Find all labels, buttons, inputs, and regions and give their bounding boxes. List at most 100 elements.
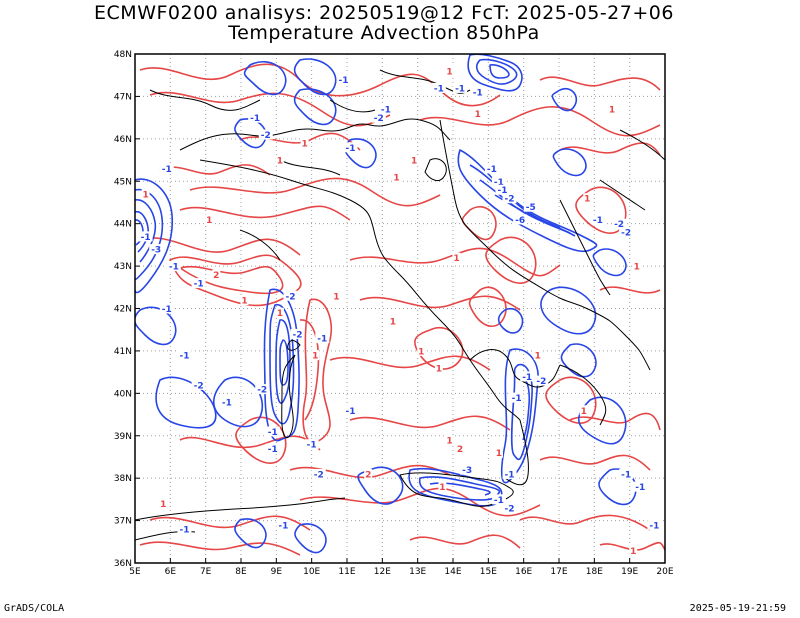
contour-label: -1 xyxy=(381,106,391,116)
lon-tick-label: 12E xyxy=(374,567,391,577)
contour-label: 2 xyxy=(365,470,371,480)
contour-label: -1 xyxy=(141,233,151,243)
contour-label: -1 xyxy=(505,470,515,480)
contour-label: -1 xyxy=(338,76,348,86)
contour-label: -1 xyxy=(593,216,603,226)
contour-label: 1 xyxy=(634,263,640,273)
contour-label: -1 xyxy=(179,526,189,536)
contour-label-bg xyxy=(473,108,482,119)
contour-label: 2 xyxy=(457,445,463,455)
contour-label: -1 xyxy=(307,441,317,451)
contour-label: -1 xyxy=(268,428,278,438)
lon-tick-label: 13E xyxy=(409,567,426,577)
contour-label: -1 xyxy=(346,144,356,154)
contour-label: -1 xyxy=(649,521,659,531)
contour-label-bg xyxy=(460,464,475,475)
contour-label: 1 xyxy=(446,67,452,77)
lon-tick-label: 6E xyxy=(165,567,177,577)
lon-tick-label: 15E xyxy=(480,567,497,577)
contour-label-layer: 1-11-1-211-1-1-2-1-11-11-1-1-1-1-2-6-511… xyxy=(138,65,662,557)
lon-tick-label: 20E xyxy=(656,567,673,577)
contour-label-bg xyxy=(438,481,447,492)
contour-label: 1 xyxy=(453,254,459,264)
contour-label-bg xyxy=(502,502,517,513)
contour-label-bg xyxy=(434,362,443,373)
contour-label-bg xyxy=(534,375,549,386)
lon-tick-label: 7E xyxy=(200,567,212,577)
contour-label: -2 xyxy=(314,470,324,480)
contour-label-bg xyxy=(388,316,397,327)
contour-label-bg xyxy=(300,138,309,149)
contour-label: -1 xyxy=(169,263,179,273)
contour-label: 1 xyxy=(584,195,590,205)
lat-tick-label: 38N xyxy=(114,474,132,484)
contour-label-bg xyxy=(276,519,291,530)
contour-label-bg xyxy=(177,524,192,535)
contour-label: 1 xyxy=(277,157,283,167)
contour-label: -2 xyxy=(536,377,546,387)
negative-advection-contours xyxy=(135,54,637,554)
contour-label-bg xyxy=(311,468,326,479)
contour-label-bg xyxy=(619,468,634,479)
contour-label-bg xyxy=(612,218,627,229)
contour-label-bg xyxy=(371,112,386,123)
lat-tick-label: 46N xyxy=(114,135,132,145)
contour-label: -2 xyxy=(261,131,271,141)
contour-label: -1 xyxy=(162,305,172,315)
contour-label-bg xyxy=(431,82,446,93)
contour-label-bg xyxy=(258,129,273,140)
contour-label-bg xyxy=(159,303,174,314)
contour-label: 1 xyxy=(475,110,481,120)
contour-label-bg xyxy=(275,155,284,166)
contour-label-bg xyxy=(304,439,319,450)
contour-label: -2 xyxy=(374,114,384,124)
contour-label: -1 xyxy=(346,407,356,417)
software-credit: GrADS/COLA xyxy=(4,603,65,614)
lon-tick-label: 17E xyxy=(550,567,567,577)
contour-label-bg xyxy=(343,405,358,416)
contour-label-bg xyxy=(265,426,280,437)
contour-label-bg xyxy=(502,468,517,479)
contour-label-bg xyxy=(456,443,465,454)
contour-label-bg xyxy=(219,396,234,407)
contour-label-bg xyxy=(453,82,468,93)
contour-label: -1 xyxy=(179,352,189,362)
positive-advection-contours xyxy=(139,63,665,556)
contour-label: -6 xyxy=(515,216,525,226)
contour-label: -1 xyxy=(522,373,532,383)
contour-label: -1 xyxy=(434,84,444,94)
contour-label: -5 xyxy=(526,203,536,213)
render-timestamp: 2025-05-19-21:59 xyxy=(689,603,786,614)
lon-tick-label: 16E xyxy=(515,567,532,577)
contour-label: -2 xyxy=(285,292,295,302)
contour-label: -3 xyxy=(151,246,161,256)
contour-label-bg xyxy=(491,494,506,505)
contour-label: 1 xyxy=(142,190,148,200)
contour-label-bg xyxy=(417,345,426,356)
contour-label-bg xyxy=(166,261,181,272)
contour-label-bg xyxy=(590,214,605,225)
contour-label: 2 xyxy=(213,271,219,281)
contour-label: 1 xyxy=(436,364,442,374)
contour-label-bg xyxy=(212,269,221,280)
lat-tick-label: 40N xyxy=(114,389,132,399)
lon-tick-label: 11E xyxy=(338,567,355,577)
contour-label: 1 xyxy=(277,309,283,319)
contour-label-bg xyxy=(332,290,341,301)
contour-label-bg xyxy=(149,244,164,255)
contour-label-bg xyxy=(248,112,263,123)
contour-label: -1 xyxy=(250,114,260,124)
contour-label-bg xyxy=(191,278,206,289)
contour-label: -3 xyxy=(462,466,472,476)
contour-label-bg xyxy=(619,227,634,238)
lat-tick-label: 37N xyxy=(114,517,132,527)
contour-label-bg xyxy=(629,545,638,556)
contour-label: 1 xyxy=(446,436,452,446)
contour-label: -1 xyxy=(497,186,507,196)
contour-label: 1 xyxy=(581,407,587,417)
lat-tick-label: 44N xyxy=(114,220,132,230)
contour-label: -1 xyxy=(494,496,504,506)
contour-label: -1 xyxy=(455,84,465,94)
contour-label-bg xyxy=(445,434,454,445)
